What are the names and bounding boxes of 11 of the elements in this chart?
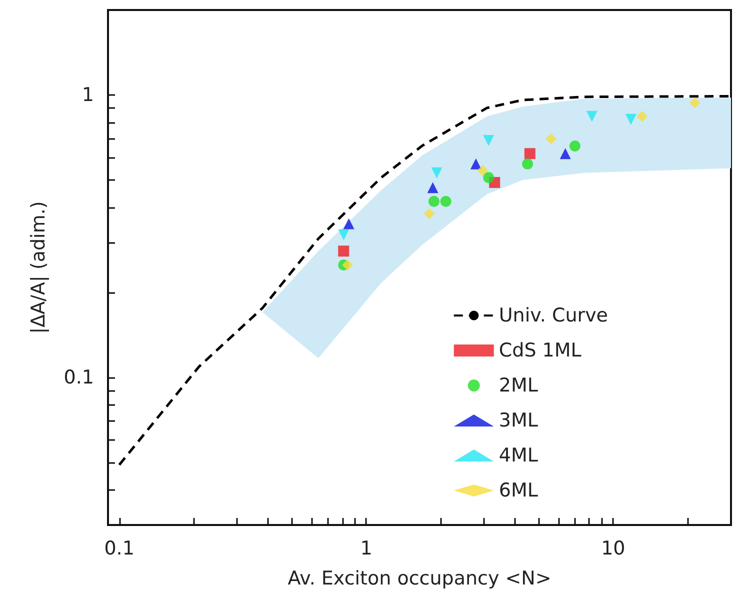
legend-label: CdS 1ML <box>498 340 582 362</box>
legend-label: Univ. Curve <box>498 304 608 326</box>
y-axis-title: |ΔA/A| (adim.) <box>28 201 50 334</box>
x-axis-title: Av. Exciton occupancy <N> <box>288 568 552 590</box>
legend-label: 2ML <box>498 374 538 396</box>
x-tick-label: 1 <box>360 538 372 560</box>
legend-label: 6ML <box>498 480 538 502</box>
x-tick-label: 10 <box>601 538 626 560</box>
legend-label: 3ML <box>498 410 538 432</box>
x-tick-label: 0.1 <box>104 538 134 560</box>
legend-label: 4ML <box>498 444 538 466</box>
